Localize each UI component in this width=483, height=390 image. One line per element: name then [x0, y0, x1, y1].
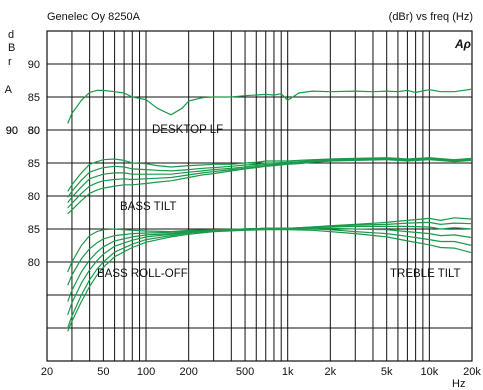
y-tick-label: 80 [28, 125, 40, 137]
x-tick-label: 10k [420, 366, 438, 378]
response-curve-g1-s0 [67, 157, 473, 192]
response-curve-g2-s5 [67, 229, 473, 332]
y-tick-label: 80 [28, 257, 40, 269]
x-tick-label: 100 [137, 366, 155, 378]
chart-curves [67, 88, 473, 332]
y-tick-label: 85 [28, 224, 40, 236]
chart-title: Genelec Oy 8250A [47, 11, 141, 23]
annotation-treble-tilt: TREBLE TILT [390, 268, 461, 280]
y-label-r: r [8, 56, 12, 68]
units-label: (dBr) vs freq (Hz) [389, 11, 473, 23]
y-tick-label: 80 [28, 125, 40, 137]
y-tick-label: 80 [28, 191, 40, 203]
x-tick-label: 50 [97, 366, 109, 378]
y-tick-label-secondary: 90 [6, 125, 18, 137]
y-tick-label: 85 [28, 92, 40, 104]
annotation-desktop-lf: DESKTOP LF [152, 124, 223, 136]
y-label-d: d [8, 29, 14, 41]
response-curve-g1-s3 [67, 158, 473, 209]
x-tick-label: 20 [41, 366, 53, 378]
ap-logo: Aρ [454, 37, 471, 51]
response-curve-g1-s4 [67, 159, 473, 215]
y-ref-label: A [5, 84, 13, 96]
y-tick-label: 85 [28, 158, 40, 170]
x-tick-label: 20k [463, 366, 481, 378]
annotation-bass-roll-off: BASS ROLL-OFF [97, 268, 188, 280]
x-axis-label: Hz [452, 378, 465, 390]
x-tick-label: 1k [282, 366, 294, 378]
response-curve-g1-s1 [67, 157, 473, 198]
x-tick-label: 200 [179, 366, 197, 378]
chart-labels: Genelec Oy 8250A (dBr) vs freq (Hz) Aρ d… [8, 11, 473, 390]
y-label-b: B [8, 42, 15, 54]
x-tick-label: 5k [381, 366, 393, 378]
chart-grid: 20 50 100 200 500 1k 2k 5k 10k 20k 90 85 A 90 80 80 85 80… [5, 30, 481, 378]
response-curve-g2-s3 [67, 227, 473, 315]
annotation-bass-tilt: BASS TILT [120, 201, 176, 213]
x-tick-label: 500 [236, 366, 254, 378]
y-tick-label-secondary: 90 [6, 125, 18, 137]
response-curve-g0-s0 [67, 88, 473, 124]
x-tick-label: 2k [325, 366, 337, 378]
response-curve-g2-s2 [67, 225, 473, 302]
y-tick-label: 90 [28, 59, 40, 71]
